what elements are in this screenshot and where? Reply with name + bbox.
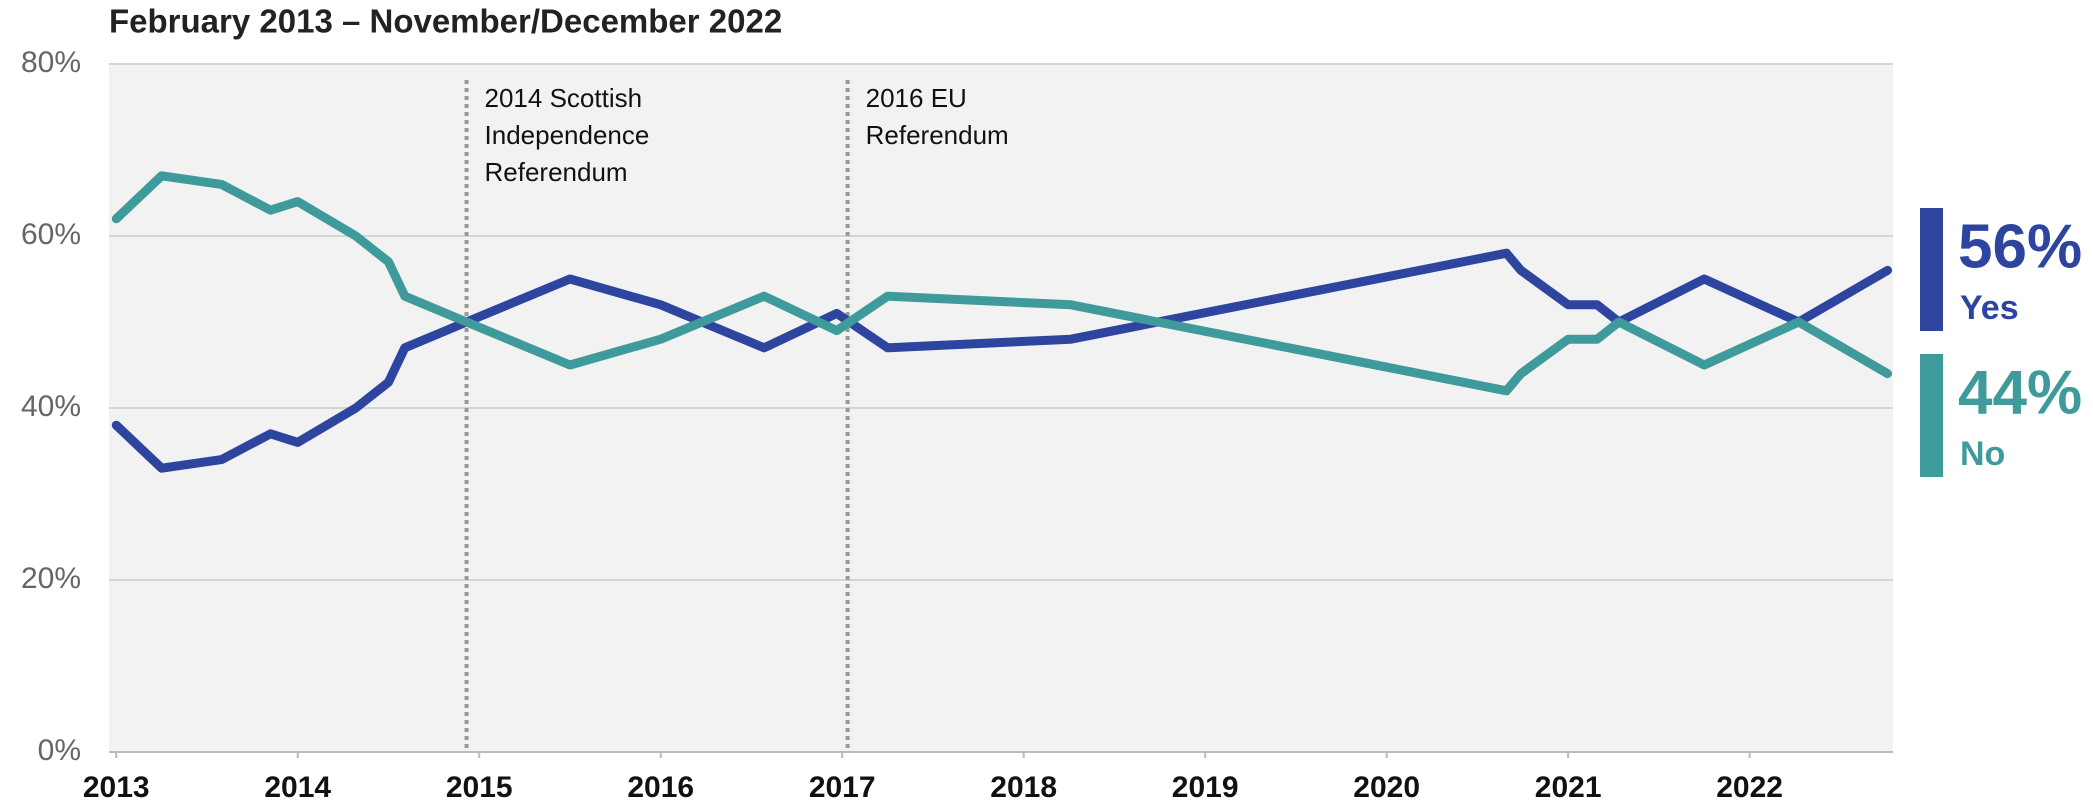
y-tick-label: 80% [21, 46, 81, 79]
series-line [111, 248, 1893, 473]
legend-bar [1920, 354, 1943, 477]
x-tick-label: 2019 [1172, 771, 1239, 804]
y-tick-label: 60% [21, 218, 81, 251]
y-tick-label: 0% [38, 734, 81, 767]
x-tick-label: 2017 [809, 771, 876, 804]
annotation-text: 2016 EU [866, 83, 967, 113]
y-tick-label: 20% [21, 562, 81, 595]
x-tick-label: 2015 [446, 771, 513, 804]
x-tick-label: 2020 [1353, 771, 1420, 804]
end-value: 56% [1958, 212, 2082, 281]
annotation-text: Referendum [866, 120, 1009, 150]
x-tick-label: 2018 [990, 771, 1057, 804]
x-tick-label: 2013 [83, 771, 150, 804]
y-tick-label: 40% [21, 390, 81, 423]
x-tick-label: 2014 [264, 771, 331, 804]
legend-bar [1920, 208, 1943, 331]
chart-title: February 2013 – November/December 2022 [109, 3, 782, 40]
annotation-text: Independence [485, 120, 650, 150]
series-line [111, 171, 1893, 396]
x-tick-label: 2022 [1716, 771, 1783, 804]
legend-label: No [1960, 435, 2005, 473]
annotation-text: Referendum [485, 157, 628, 187]
x-tick-label: 2016 [627, 771, 694, 804]
legend-label: Yes [1960, 289, 2019, 327]
end-value: 44% [1958, 358, 2082, 427]
annotation-text: 2014 Scottish [485, 83, 643, 113]
x-tick-label: 2021 [1535, 771, 1602, 804]
